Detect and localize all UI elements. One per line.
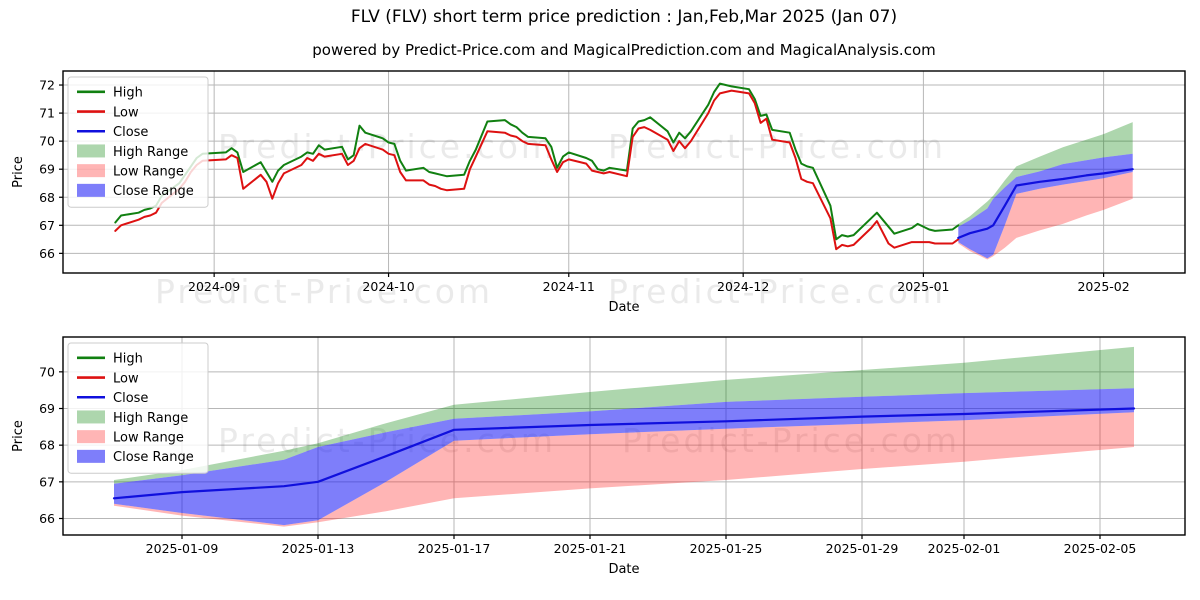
y-tick-label: 66 [39, 246, 55, 261]
x-tick-label: 2024-09 [188, 279, 240, 294]
legend-label: High [113, 86, 143, 101]
y-tick-label: 70 [39, 134, 55, 149]
close-range-swatch-icon [77, 183, 105, 197]
x-tick-label: 2025-02 [1077, 279, 1129, 294]
watermark-text: Predict-Price.com [218, 127, 556, 166]
page-title: FLV (FLV) short term price prediction : … [350, 7, 898, 27]
x-tick-label: 2024-12 [717, 279, 769, 294]
x-tick-label: 2025-01-29 [826, 541, 899, 556]
x-tick-label: 2024-11 [543, 279, 595, 294]
low-range-swatch-icon [77, 430, 105, 444]
y-axis-label: Price [11, 420, 26, 452]
figure-watermark-row: Predict-Price.com Predict-Price.com [155, 272, 946, 311]
y-tick-label: 69 [39, 401, 55, 416]
y-tick-label: 68 [39, 190, 55, 205]
y-axis-label: Price [11, 156, 26, 188]
close-line [957, 168, 1134, 239]
page-subtitle: powered by Predict-Price.com and Magical… [312, 41, 936, 59]
axes-ticks: 66 67 68 69 70 2025-01-09 2025-01-13 2025-01-17… [39, 364, 1136, 556]
legend-box [67, 76, 209, 208]
legend-item-high-range: High Range [77, 144, 188, 160]
legend-item-high-range: High Range [77, 410, 188, 426]
y-tick-label: 68 [39, 438, 55, 453]
legend-box [67, 342, 209, 474]
close-range-band [114, 388, 1134, 526]
plot-border [62, 336, 1186, 536]
bottom-chart: Predict-Price.comPredict-Price.com666768… [11, 336, 1186, 577]
watermark-text: Predict-Price.com [608, 127, 946, 166]
y-tick-label: 69 [39, 162, 55, 177]
x-tick-label: 2025-02-01 [928, 541, 1001, 556]
legend-item-low: Low [77, 105, 139, 120]
high-range-band [958, 122, 1133, 227]
high-range-swatch-icon [77, 144, 105, 158]
watermark-text: Predict-Price.com [155, 272, 493, 311]
legend-label: Low [113, 105, 139, 120]
top-chart: Predict-Price.com Predict-Price.com 66 67 68… [11, 70, 1186, 315]
legend-item-close-range: Close Range [77, 449, 194, 465]
legend-label: Low [113, 371, 139, 386]
low-range-swatch-icon [77, 164, 105, 178]
legend-label: High Range [113, 145, 188, 160]
legend-label: High [113, 352, 143, 367]
y-tick-label: 70 [39, 364, 55, 379]
x-tick-label: 2025-01-21 [554, 541, 627, 556]
legend-item-low: Low [77, 371, 139, 386]
legend-item-high: High [77, 86, 143, 101]
high-line [114, 82, 960, 241]
x-axis-label: Date [608, 562, 639, 577]
grid [63, 71, 1185, 273]
legend-label: Close [113, 391, 148, 406]
x-tick-label: 2025-01-13 [282, 541, 355, 556]
watermark-text: Predict-Price.com [608, 272, 946, 311]
legend-label: High Range [113, 411, 188, 426]
legend: High Low Close High Range Low Range Close Ran… [67, 76, 209, 208]
y-tick-label: 72 [39, 78, 55, 93]
legend-label: Low Range [113, 430, 184, 445]
x-tick-label: 2025-01 [897, 279, 949, 294]
legend-item-close: Close [77, 125, 148, 140]
x-tick-label: 2024-10 [362, 279, 414, 294]
legend-item-low-range: Low Range [77, 164, 184, 179]
low-range-band [958, 172, 1133, 260]
low-range-band [114, 412, 1134, 527]
x-tick-label: 2025-01-17 [418, 541, 491, 556]
high-range-swatch-icon [77, 410, 105, 424]
legend-item-low-range: Low Range [77, 430, 184, 445]
x-tick-label: 2025-02-05 [1064, 541, 1137, 556]
legend-item-close: Close [77, 391, 148, 406]
y-tick-label: 71 [39, 106, 55, 121]
plot-border [62, 70, 1186, 274]
legend-label: Close Range [113, 184, 194, 199]
y-tick-label: 66 [39, 511, 55, 526]
low-line [114, 89, 960, 251]
high-range-band [114, 346, 1134, 484]
close-line [112, 407, 1136, 500]
y-tick-label: 67 [39, 218, 55, 233]
legend-item-high: High [77, 352, 143, 367]
legend-label: Close [113, 125, 148, 140]
legend-item-close-range: Close Range [77, 183, 194, 199]
y-tick-label: 67 [39, 474, 55, 489]
plot-watermark-row: Predict-Price.com Predict-Price.com [218, 127, 946, 166]
x-tick-label: 2025-01-25 [690, 541, 763, 556]
x-tick-label: 2025-01-09 [146, 541, 219, 556]
legend-label: Close Range [113, 450, 194, 465]
axes-ticks: 66 67 68 69 70 71 72 2024-09 2024-10 2024-11 2024-… [39, 78, 1130, 294]
legend: High Low Close High Range Low Range Close Ran… [67, 342, 209, 474]
legend-label: Low Range [113, 164, 184, 179]
close-range-swatch-icon [77, 449, 105, 463]
x-axis-label: Date [608, 300, 639, 315]
close-range-band [958, 153, 1133, 259]
